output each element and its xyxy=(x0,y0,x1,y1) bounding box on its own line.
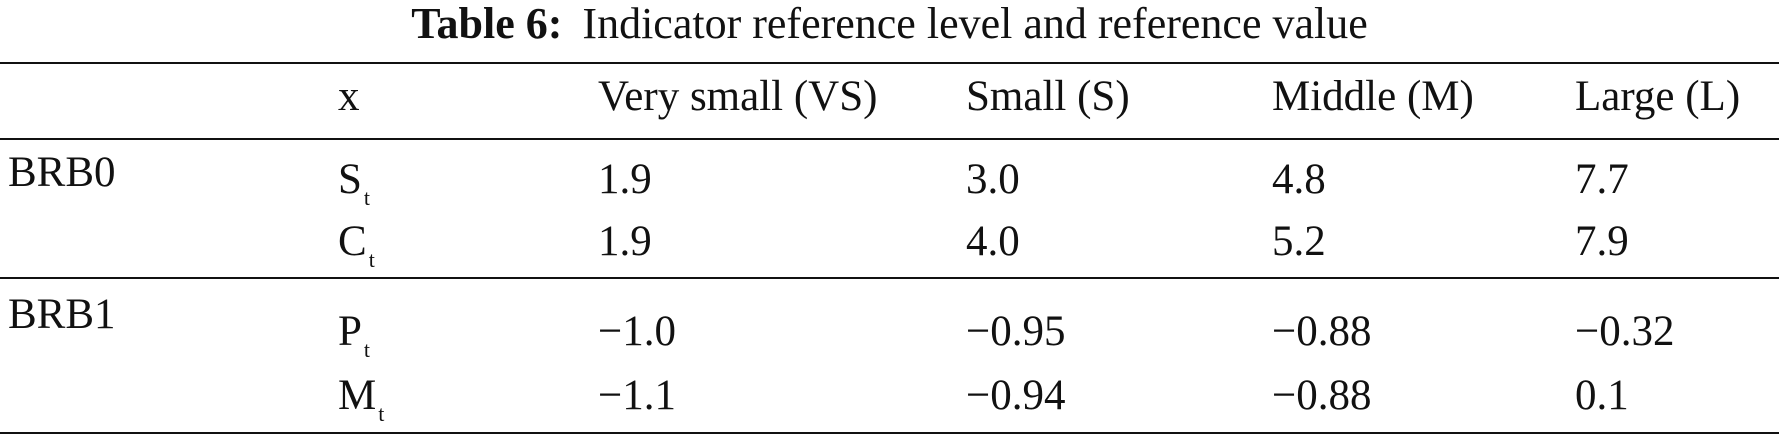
header-small: Small (S) xyxy=(966,73,1130,120)
row-symbol: Ct xyxy=(338,217,375,273)
group-name-brb1: BRB1 xyxy=(8,291,116,338)
header-rule xyxy=(0,138,1779,140)
table-cell: −0.88 xyxy=(1272,308,1372,355)
header-x: x xyxy=(338,73,360,120)
table-cell: 7.7 xyxy=(1575,156,1629,203)
table-caption-text: Indicator reference level and reference … xyxy=(582,0,1368,48)
table-top-rule xyxy=(0,62,1779,64)
table-cell: −0.95 xyxy=(966,308,1066,355)
table-caption: Table 6: Indicator reference level and re… xyxy=(0,0,1779,52)
table-cell: −0.94 xyxy=(966,372,1066,419)
table-cell: 1.9 xyxy=(598,156,652,203)
table-cell: 4.8 xyxy=(1272,156,1326,203)
table-cell: 5.2 xyxy=(1272,218,1326,265)
table-bottom-rule xyxy=(0,432,1779,434)
table-cell: 0.1 xyxy=(1575,372,1629,419)
group-name-brb0: BRB0 xyxy=(8,149,116,196)
table-cell: −0.32 xyxy=(1575,308,1675,355)
table-cell: 3.0 xyxy=(966,156,1020,203)
row-symbol-letter: P xyxy=(338,308,362,355)
row-symbol-letter: C xyxy=(338,218,367,265)
table-cell: 7.9 xyxy=(1575,218,1629,265)
header-large: Large (L) xyxy=(1575,73,1741,120)
table-cell: 1.9 xyxy=(598,218,652,265)
row-symbol-subscript: t xyxy=(378,401,385,426)
table-cell: −0.88 xyxy=(1272,372,1372,419)
row-symbol: St xyxy=(338,155,370,211)
table-caption-label: Table 6: xyxy=(411,0,563,48)
row-symbol-letter: M xyxy=(338,372,377,419)
row-symbol: Mt xyxy=(338,371,384,427)
row-symbol: Pt xyxy=(338,307,370,363)
row-symbol-subscript: t xyxy=(368,247,375,272)
row-symbol-letter: S xyxy=(338,156,362,203)
header-very-small: Very small (VS) xyxy=(598,73,878,120)
table-cell: −1.1 xyxy=(598,372,677,419)
header-middle: Middle (M) xyxy=(1272,73,1474,120)
table-cell: −1.0 xyxy=(598,308,677,355)
table-cell: 4.0 xyxy=(966,218,1020,265)
group-divider-rule xyxy=(0,277,1779,279)
row-symbol-subscript: t xyxy=(363,185,371,210)
row-symbol-subscript: t xyxy=(363,337,371,362)
